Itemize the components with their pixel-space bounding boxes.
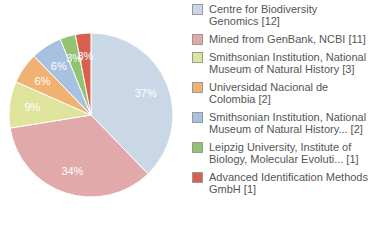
html-text:Smithsonian Institution, Natio: Smithsonian Institution, National Museum… xyxy=(209,51,367,75)
html-text:Smithsonian Institution, Natio: Smithsonian Institution, National Museum… xyxy=(209,111,367,135)
svg-text:6%: 6% xyxy=(35,75,51,87)
html-text:Advanced Identification Method: Advanced Identification Methods GmbH [1] xyxy=(209,171,368,195)
html-text:Mined from GenBank, NCBI [11]: Mined from GenBank, NCBI [11] xyxy=(209,33,366,45)
svg-text:6%: 6% xyxy=(51,60,67,72)
svg-text:9%: 9% xyxy=(24,101,40,113)
svg-text:37%: 37% xyxy=(135,87,157,99)
svg-text:3%: 3% xyxy=(77,50,93,62)
svg-text:3%: 3% xyxy=(66,52,83,65)
html-text:Leipzig University, Institute: Leipzig University, Institute of Biology… xyxy=(209,141,359,165)
html-text:Universidad Nacional de Colomb: Universidad Nacional de Colombia [2] xyxy=(209,81,329,105)
html-text:Centre for Biodiversity Genomi: Centre for Biodiversity Genomics [12] xyxy=(209,3,318,27)
svg-text:34%: 34% xyxy=(61,165,83,177)
